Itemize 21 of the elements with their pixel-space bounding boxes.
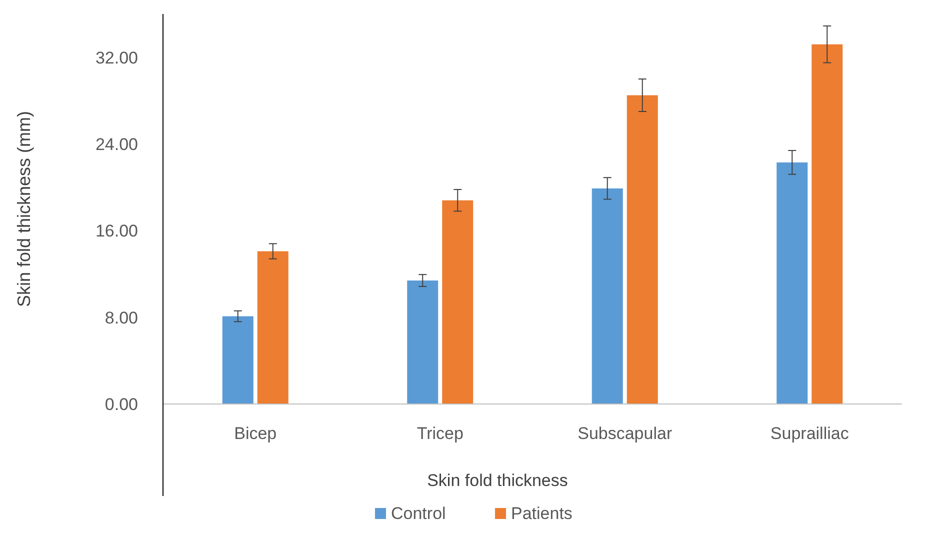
x-tick-label: Bicep bbox=[234, 424, 277, 443]
y-tick-label: 8.00 bbox=[104, 308, 138, 328]
bar bbox=[776, 162, 808, 404]
x-tick-label: Suprailliac bbox=[770, 424, 850, 443]
x-axis-title: Skin fold thickness bbox=[427, 471, 568, 490]
bar bbox=[222, 316, 254, 404]
y-tick-label: 24.00 bbox=[95, 134, 138, 154]
bar bbox=[407, 280, 438, 404]
y-tick-label: 32.00 bbox=[95, 48, 138, 68]
legend-label: Patients bbox=[511, 504, 572, 523]
bar bbox=[812, 44, 843, 404]
bar bbox=[442, 200, 474, 404]
y-tick-label: 16.00 bbox=[95, 222, 138, 241]
y-axis-title: Skin fold thickness (mm) bbox=[14, 110, 34, 308]
x-tick-label: Subscapular bbox=[578, 424, 672, 443]
bar bbox=[257, 251, 288, 404]
x-tick-label: Tricep bbox=[416, 424, 464, 443]
legend-label: Control bbox=[391, 504, 446, 523]
y-tick-label: 0.00 bbox=[104, 394, 138, 414]
bar bbox=[592, 188, 623, 404]
bar bbox=[626, 95, 658, 404]
